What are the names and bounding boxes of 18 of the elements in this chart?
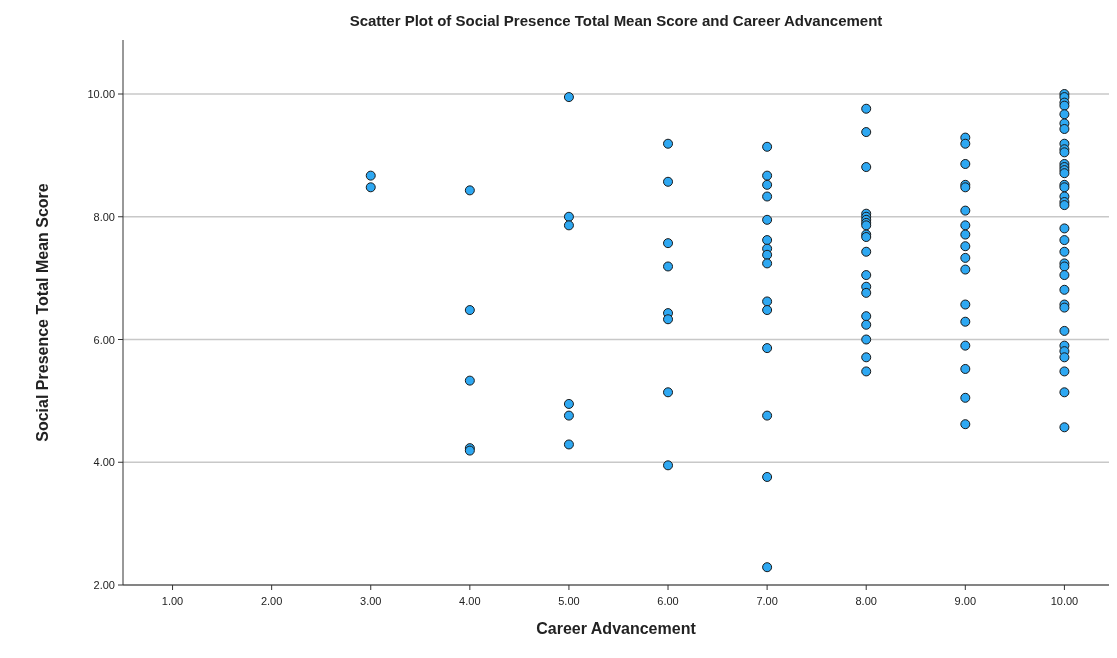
x-tick-label: 1.00 [161, 595, 184, 607]
y-tick-label: 2.00 [93, 579, 115, 591]
x-tick-label: 10.00 [1050, 595, 1079, 607]
y-tick-label: 4.00 [93, 456, 115, 469]
x-tick-label: 3.00 [360, 595, 382, 607]
x-axis-title: Career Advancement [536, 620, 697, 637]
x-tick-label: 9.00 [954, 595, 977, 607]
x-tick-label: 5.00 [558, 595, 580, 607]
x-tick-label: 6.00 [657, 595, 679, 607]
x-tick-label: 7.00 [756, 595, 778, 607]
y-tick-label: 6.00 [93, 333, 115, 346]
x-tick-label: 4.00 [459, 595, 481, 607]
x-tick-label: 8.00 [855, 595, 877, 607]
y-tick-label: 10.00 [87, 88, 115, 101]
y-axis-title: Social Presence Total Mean Score [34, 183, 51, 442]
y-tick-label: 8.00 [93, 210, 115, 223]
chart-title: Scatter Plot of Social Presence Total Mean Score and Career Advancement [349, 12, 883, 29]
x-tick-label: 2.00 [260, 595, 283, 607]
